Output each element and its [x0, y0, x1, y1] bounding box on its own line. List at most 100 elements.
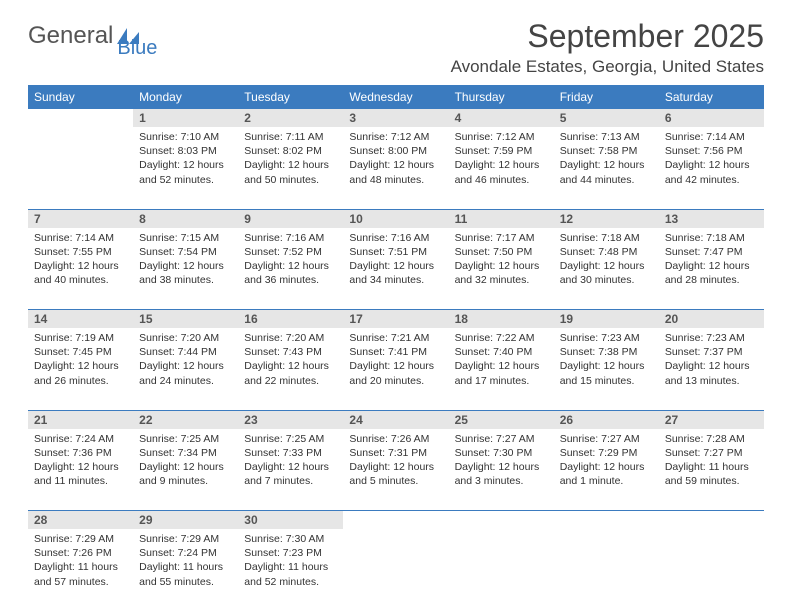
day-number-cell — [449, 511, 554, 530]
day-number-cell: 16 — [238, 310, 343, 329]
daylight-text: Daylight: 12 hours — [139, 158, 232, 172]
location-text: Avondale Estates, Georgia, United States — [451, 57, 764, 77]
daylight-text: and 7 minutes. — [244, 474, 337, 488]
dow-header: Sunday — [28, 85, 133, 109]
day-cell: Sunrise: 7:17 AMSunset: 7:50 PMDaylight:… — [449, 228, 554, 310]
daylight-text: and 5 minutes. — [349, 474, 442, 488]
daylight-text: Daylight: 11 hours — [34, 560, 127, 574]
dow-header: Saturday — [659, 85, 764, 109]
sunset-text: Sunset: 7:59 PM — [455, 144, 548, 158]
sunset-text: Sunset: 7:48 PM — [560, 245, 653, 259]
day-cell: Sunrise: 7:14 AMSunset: 7:55 PMDaylight:… — [28, 228, 133, 310]
daylight-text: Daylight: 12 hours — [560, 359, 653, 373]
day-cell: Sunrise: 7:21 AMSunset: 7:41 PMDaylight:… — [343, 328, 448, 410]
daylight-text: and 24 minutes. — [139, 374, 232, 388]
day-number-row: 282930 — [28, 511, 764, 530]
daylight-text: Daylight: 12 hours — [349, 158, 442, 172]
daylight-text: Daylight: 12 hours — [139, 460, 232, 474]
sunrise-text: Sunrise: 7:17 AM — [455, 231, 548, 245]
day-cell: Sunrise: 7:30 AMSunset: 7:23 PMDaylight:… — [238, 529, 343, 611]
daylight-text: Daylight: 12 hours — [34, 460, 127, 474]
daylight-text: Daylight: 12 hours — [665, 259, 758, 273]
day-number-row: 21222324252627 — [28, 410, 764, 429]
daylight-text: and 13 minutes. — [665, 374, 758, 388]
sunrise-text: Sunrise: 7:19 AM — [34, 331, 127, 345]
sunrise-text: Sunrise: 7:21 AM — [349, 331, 442, 345]
daylight-text: and 30 minutes. — [560, 273, 653, 287]
daylight-text: and 11 minutes. — [34, 474, 127, 488]
daylight-text: Daylight: 12 hours — [455, 460, 548, 474]
day-cell: Sunrise: 7:18 AMSunset: 7:47 PMDaylight:… — [659, 228, 764, 310]
sunrise-text: Sunrise: 7:26 AM — [349, 432, 442, 446]
day-cell: Sunrise: 7:26 AMSunset: 7:31 PMDaylight:… — [343, 429, 448, 511]
sunset-text: Sunset: 7:26 PM — [34, 546, 127, 560]
sunset-text: Sunset: 7:55 PM — [34, 245, 127, 259]
daylight-text: Daylight: 12 hours — [665, 359, 758, 373]
day-cell: Sunrise: 7:18 AMSunset: 7:48 PMDaylight:… — [554, 228, 659, 310]
sunrise-text: Sunrise: 7:23 AM — [560, 331, 653, 345]
week-row: Sunrise: 7:24 AMSunset: 7:36 PMDaylight:… — [28, 429, 764, 511]
sunrise-text: Sunrise: 7:28 AM — [665, 432, 758, 446]
daylight-text: Daylight: 12 hours — [34, 359, 127, 373]
sunset-text: Sunset: 7:41 PM — [349, 345, 442, 359]
daylight-text: and 44 minutes. — [560, 173, 653, 187]
day-cell: Sunrise: 7:29 AMSunset: 7:24 PMDaylight:… — [133, 529, 238, 611]
week-row: Sunrise: 7:19 AMSunset: 7:45 PMDaylight:… — [28, 328, 764, 410]
daylight-text: and 9 minutes. — [139, 474, 232, 488]
sunset-text: Sunset: 8:00 PM — [349, 144, 442, 158]
sunrise-text: Sunrise: 7:15 AM — [139, 231, 232, 245]
day-cell: Sunrise: 7:23 AMSunset: 7:38 PMDaylight:… — [554, 328, 659, 410]
daylight-text: Daylight: 12 hours — [139, 259, 232, 273]
day-cell — [343, 529, 448, 611]
day-cell: Sunrise: 7:20 AMSunset: 7:43 PMDaylight:… — [238, 328, 343, 410]
sunset-text: Sunset: 7:34 PM — [139, 446, 232, 460]
day-number-cell — [343, 511, 448, 530]
day-cell — [28, 127, 133, 209]
daylight-text: Daylight: 11 hours — [665, 460, 758, 474]
day-cell — [554, 529, 659, 611]
logo: General Blue — [28, 22, 181, 50]
week-row: Sunrise: 7:29 AMSunset: 7:26 PMDaylight:… — [28, 529, 764, 611]
day-number-cell: 5 — [554, 109, 659, 127]
sunrise-text: Sunrise: 7:29 AM — [139, 532, 232, 546]
dow-header: Friday — [554, 85, 659, 109]
sunrise-text: Sunrise: 7:14 AM — [665, 130, 758, 144]
daylight-text: and 22 minutes. — [244, 374, 337, 388]
day-cell: Sunrise: 7:28 AMSunset: 7:27 PMDaylight:… — [659, 429, 764, 511]
day-of-week-row: SundayMondayTuesdayWednesdayThursdayFrid… — [28, 85, 764, 109]
day-number-row: 123456 — [28, 109, 764, 127]
daylight-text: and 48 minutes. — [349, 173, 442, 187]
day-cell: Sunrise: 7:12 AMSunset: 7:59 PMDaylight:… — [449, 127, 554, 209]
day-number-row: 78910111213 — [28, 209, 764, 228]
daylight-text: and 55 minutes. — [139, 575, 232, 589]
day-cell: Sunrise: 7:24 AMSunset: 7:36 PMDaylight:… — [28, 429, 133, 511]
daylight-text: Daylight: 11 hours — [139, 560, 232, 574]
daylight-text: and 32 minutes. — [455, 273, 548, 287]
day-number-cell — [554, 511, 659, 530]
day-cell: Sunrise: 7:22 AMSunset: 7:40 PMDaylight:… — [449, 328, 554, 410]
daylight-text: Daylight: 12 hours — [560, 158, 653, 172]
sunrise-text: Sunrise: 7:10 AM — [139, 130, 232, 144]
day-number-cell: 9 — [238, 209, 343, 228]
logo-text-general: General — [28, 22, 113, 50]
day-cell — [659, 529, 764, 611]
sunrise-text: Sunrise: 7:27 AM — [455, 432, 548, 446]
sunrise-text: Sunrise: 7:20 AM — [139, 331, 232, 345]
day-number-cell: 27 — [659, 410, 764, 429]
daylight-text: and 40 minutes. — [34, 273, 127, 287]
day-number-cell: 20 — [659, 310, 764, 329]
day-number-cell: 13 — [659, 209, 764, 228]
daylight-text: and 3 minutes. — [455, 474, 548, 488]
sunset-text: Sunset: 7:27 PM — [665, 446, 758, 460]
day-cell: Sunrise: 7:12 AMSunset: 8:00 PMDaylight:… — [343, 127, 448, 209]
daylight-text: Daylight: 12 hours — [665, 158, 758, 172]
day-number-cell: 26 — [554, 410, 659, 429]
daylight-text: and 1 minute. — [560, 474, 653, 488]
sunset-text: Sunset: 7:50 PM — [455, 245, 548, 259]
day-number-cell: 6 — [659, 109, 764, 127]
sunset-text: Sunset: 7:40 PM — [455, 345, 548, 359]
sunrise-text: Sunrise: 7:25 AM — [139, 432, 232, 446]
day-number-cell: 23 — [238, 410, 343, 429]
day-cell: Sunrise: 7:19 AMSunset: 7:45 PMDaylight:… — [28, 328, 133, 410]
daylight-text: and 28 minutes. — [665, 273, 758, 287]
